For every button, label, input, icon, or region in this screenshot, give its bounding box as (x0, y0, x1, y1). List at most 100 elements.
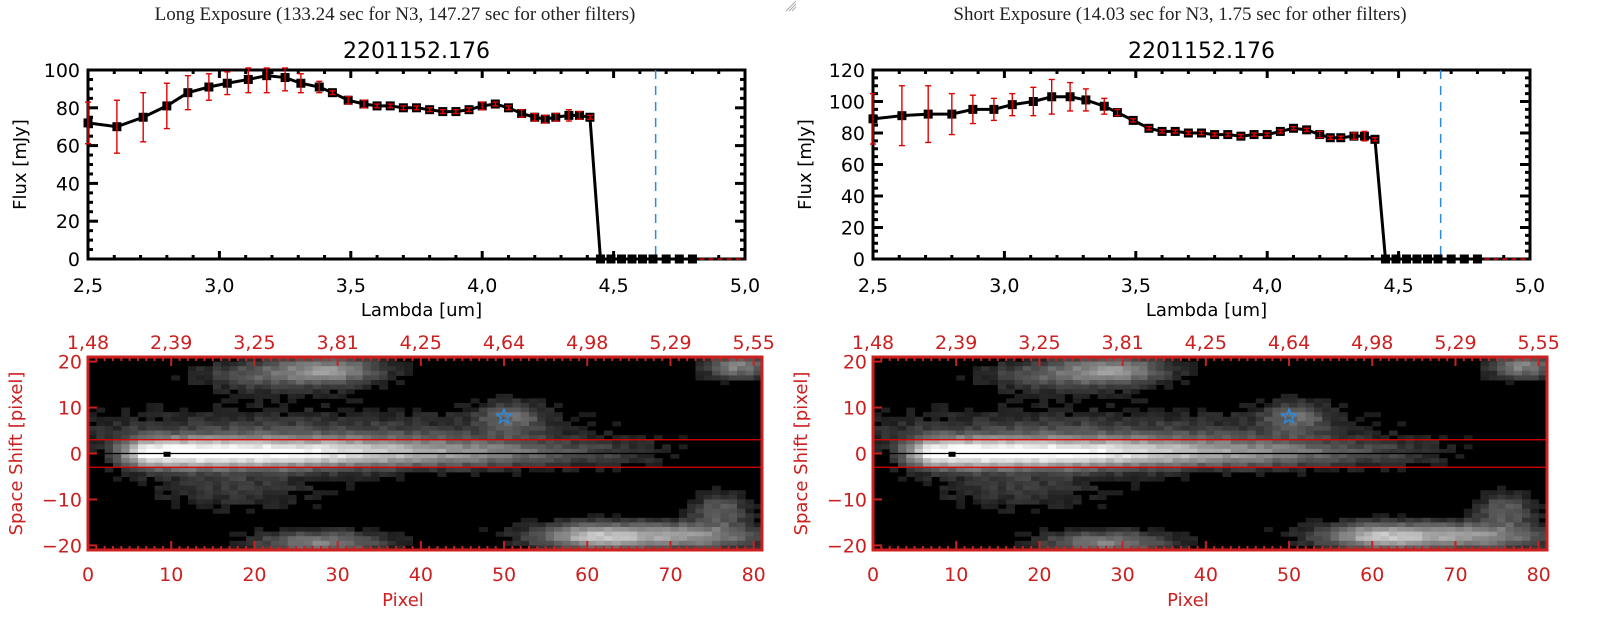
x-tick-label: 40 (1194, 564, 1218, 586)
image-pixel (337, 375, 347, 381)
image-pixel (1380, 435, 1390, 441)
image-pixel (1139, 366, 1149, 372)
image-pixel (1497, 513, 1506, 519)
image-pixel (1363, 522, 1373, 528)
image-pixel (1180, 471, 1190, 477)
image-pixel (1130, 540, 1140, 546)
image-pixel (362, 384, 372, 390)
image-pixel (420, 453, 430, 459)
image-pixel (989, 471, 999, 477)
image-pixel (939, 490, 949, 496)
image-pixel (997, 453, 1007, 459)
image-pixel (121, 416, 131, 422)
image-pixel (221, 361, 230, 367)
image-pixel (562, 430, 572, 436)
image-pixel (1039, 527, 1049, 533)
image-pixel (628, 522, 638, 528)
image-pixel (914, 467, 924, 473)
image-pixel (312, 471, 322, 477)
image-pixel (412, 444, 422, 450)
image-pixel (329, 430, 339, 436)
image-pixel (1022, 366, 1032, 372)
image-pixel (989, 435, 999, 441)
image-pixel (179, 453, 189, 459)
image-pixel (1147, 357, 1157, 363)
image-pixel (370, 361, 380, 367)
image-pixel (1497, 517, 1506, 523)
resize-grip-icon[interactable] (785, 0, 797, 12)
image-pixel (562, 453, 572, 459)
image-pixel (1322, 412, 1332, 418)
image-pixel (1513, 499, 1523, 505)
image-pixel (1347, 458, 1357, 464)
image-pixel (997, 366, 1007, 372)
image-pixel (1522, 366, 1531, 372)
image-pixel (487, 421, 497, 427)
image-pixel (595, 545, 605, 551)
image-pixel (873, 439, 882, 445)
image-pixel (553, 439, 563, 445)
image-pixel (246, 375, 255, 381)
image-pixel (254, 485, 264, 491)
image-pixel (454, 421, 463, 427)
image-pixel (262, 370, 272, 376)
image-pixel (1338, 435, 1348, 441)
image-pixel (271, 398, 280, 404)
image-pixel (1089, 370, 1099, 376)
image-pixel (1314, 540, 1323, 546)
image-pixel (104, 425, 114, 432)
image-pixel (1105, 540, 1115, 546)
image-pixel (287, 357, 297, 363)
image-pixel (370, 471, 380, 477)
image-pixel (931, 471, 941, 477)
image-pixel (1538, 540, 1548, 546)
image-pixel (728, 522, 738, 528)
image-pixel (370, 467, 380, 473)
image-pixel (1072, 499, 1082, 505)
image-pixel (88, 435, 97, 441)
image-pixel (179, 448, 189, 454)
image-pixel (237, 462, 247, 468)
image-pixel (1530, 531, 1540, 537)
image-pixel (529, 462, 538, 468)
image-pixel (337, 458, 347, 464)
data-point (1380, 254, 1390, 264)
image-pixel (1538, 504, 1548, 510)
data-point (661, 254, 671, 264)
image-pixel (237, 416, 247, 422)
image-pixel (495, 402, 505, 409)
image-pixel (179, 430, 189, 436)
image-pixel (620, 540, 630, 546)
image-pixel (221, 462, 230, 468)
image-pixel (687, 499, 696, 505)
image-pixel (939, 467, 949, 473)
image-pixel (645, 453, 655, 459)
image-pixel (1130, 458, 1140, 464)
image-pixel (553, 536, 563, 542)
image-pixel (1538, 357, 1548, 363)
image-pixel (271, 481, 280, 487)
image-pixel (1280, 531, 1290, 537)
image-pixel (1072, 540, 1082, 546)
image-pixel (956, 416, 966, 422)
image-pixel (196, 462, 205, 468)
image-pixel (279, 448, 289, 454)
image-pixel (922, 421, 932, 427)
image-pixel (304, 439, 314, 445)
image-pixel (1289, 430, 1298, 436)
image-pixel (1513, 527, 1523, 533)
image-pixel (470, 416, 480, 422)
image-pixel (112, 444, 122, 450)
image-pixel (237, 453, 247, 459)
peak-marker (948, 451, 956, 457)
image-pixel (1147, 407, 1157, 413)
image-pixel (653, 517, 663, 523)
image-pixel (179, 471, 189, 477)
image-pixel (1305, 522, 1315, 528)
image-pixel (1230, 467, 1240, 473)
image-pixel (112, 421, 122, 427)
image-pixel (637, 439, 647, 445)
image-pixel (1130, 421, 1140, 427)
image-pixel (262, 425, 272, 432)
image-pixel (279, 357, 289, 363)
